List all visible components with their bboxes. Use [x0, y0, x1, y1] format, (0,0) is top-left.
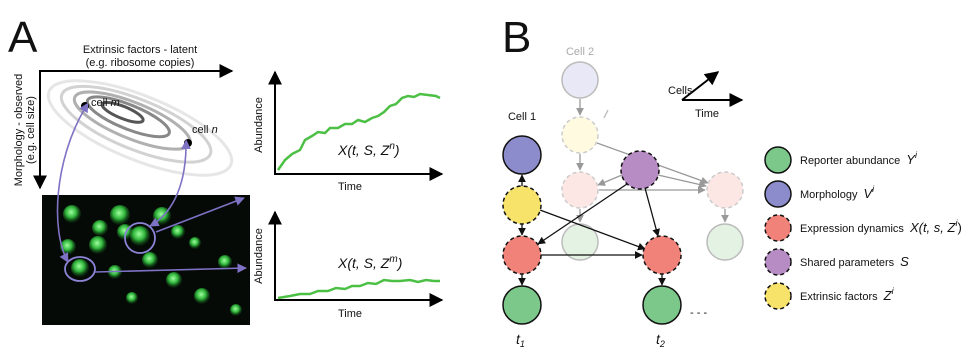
cell-label: cell m — [91, 97, 120, 109]
cells-axis-label: Cells — [668, 85, 693, 97]
plot-y-label: Abundance — [253, 97, 265, 153]
plot-x-label: Time — [338, 308, 362, 320]
cell-dot — [184, 139, 192, 147]
legend-swatch — [765, 249, 791, 275]
time-label: t2 — [656, 331, 665, 348]
panel-letter: B — [502, 13, 531, 62]
formula: X(t, S, Zm) — [337, 254, 402, 271]
y-axis-label: Morphology - observed — [13, 74, 25, 187]
time-axis-label: Time — [695, 108, 719, 120]
cell-label: Cell 1 — [508, 111, 536, 123]
cell-label: Cell 2 — [566, 46, 594, 58]
x-axis-sublabel: (e.g. ribosome copies) — [86, 57, 195, 69]
legend-swatch — [765, 181, 791, 207]
time-label: t1 — [516, 331, 525, 348]
panel-letter: A — [8, 13, 38, 62]
figure: A Extrinsic factors - latent (e.g. ribos… — [0, 0, 974, 348]
abundance-trace — [278, 94, 440, 170]
cell-label: cell n — [192, 124, 218, 136]
plot-y-label: Abundance — [253, 228, 265, 284]
legend-swatch — [765, 147, 791, 173]
ellipsis: - - - — [690, 307, 707, 319]
formula: X(t, S, Zn) — [337, 141, 400, 158]
plot-x-label: Time — [338, 181, 362, 193]
x-axis-label: Extrinsic factors - latent — [83, 44, 197, 56]
microscopy-image — [42, 195, 250, 325]
legend-swatch — [765, 283, 791, 309]
y-axis-sublabel: (e.g. cell size) — [25, 96, 37, 164]
legend-swatch — [765, 215, 791, 241]
cell-dot — [81, 102, 89, 110]
abundance-trace — [278, 280, 440, 298]
